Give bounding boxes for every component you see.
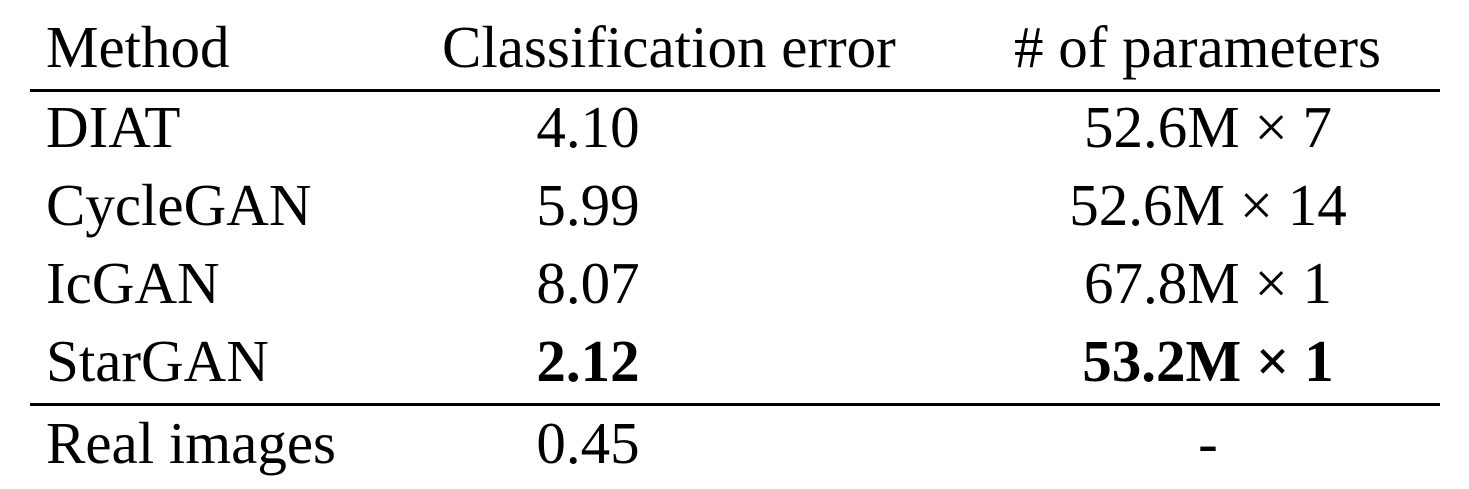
row-classification-error: 5.99: [536, 172, 640, 238]
row-method: DIAT: [46, 94, 181, 160]
footer-method: Real images: [46, 410, 336, 476]
row-parameters: 52.6M × 14: [1069, 172, 1347, 238]
table-footer-row: Real images 0.45 -: [30, 408, 1440, 478]
column-header-parameters: # of parameters: [1014, 14, 1381, 80]
footer-classification-error: 0.45: [536, 410, 640, 476]
column-header-method: Method: [46, 14, 230, 80]
row-classification-error: 8.07: [536, 250, 640, 316]
row-parameters: 52.6M × 7: [1084, 94, 1332, 160]
table-row: CycleGAN 5.99 52.6M × 14: [30, 170, 1440, 240]
row-classification-error: 4.10: [536, 94, 640, 160]
results-table: Method Classification error # of paramet…: [30, 0, 1440, 489]
column-header-classification-error: Classification error: [442, 14, 896, 80]
row-parameters-best: 53.2M × 1: [1082, 328, 1334, 394]
table-row: StarGAN 2.12 53.2M × 1: [30, 326, 1440, 396]
row-classification-error-best: 2.12: [536, 328, 640, 394]
footer-rule: [30, 403, 1440, 406]
row-method: IcGAN: [46, 250, 220, 316]
table-row: DIAT 4.10 52.6M × 7: [30, 92, 1440, 162]
table-header-row: Method Classification error # of paramet…: [30, 12, 1440, 82]
row-method: CycleGAN: [46, 172, 312, 238]
header-rule: [30, 89, 1440, 92]
table-row: IcGAN 8.07 67.8M × 1: [30, 248, 1440, 318]
row-method: StarGAN: [46, 328, 269, 394]
footer-parameters: -: [1198, 410, 1218, 476]
row-parameters: 67.8M × 1: [1084, 250, 1332, 316]
